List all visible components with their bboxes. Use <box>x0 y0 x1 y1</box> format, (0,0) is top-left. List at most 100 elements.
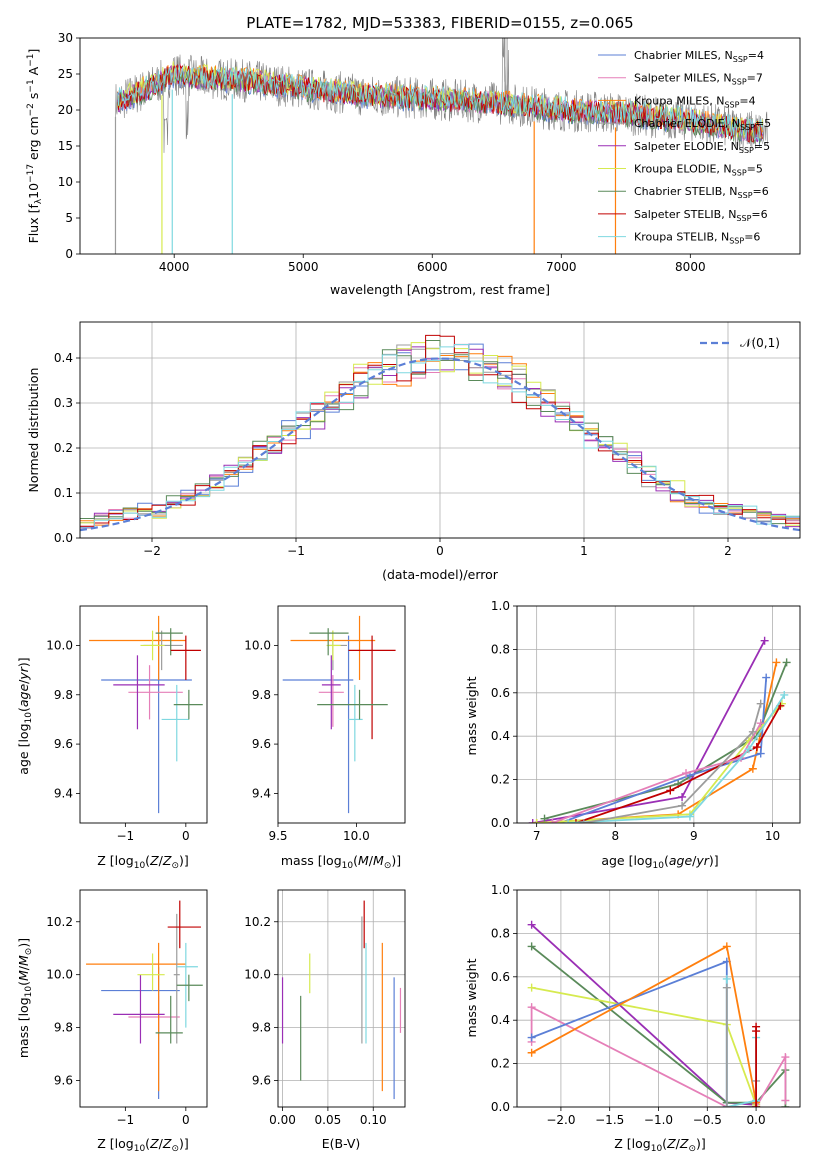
residual-histograms: −2 −1 0 1 2 0.0 0.1 0.2 0.3 0.4 <box>54 321 801 558</box>
y-tick-label: 5 <box>65 211 73 225</box>
y-tick-label: 10.0 <box>244 968 271 982</box>
y-tick-label: 0.4 <box>54 351 73 365</box>
errorbar-point <box>140 630 165 661</box>
massweight-metallicity-lines: −2.0 −1.5 −1.0 −0.5 0.0 0.0 0.2 0.4 0.6 0.8 1.0 <box>491 883 801 1127</box>
x-tick-label: 10 <box>765 829 780 843</box>
series-marker <box>756 699 765 708</box>
mass-vs-ebv-panel: 0.00 0.05 0.10 9.6 9.8 10.0 10.2 <box>244 889 406 1127</box>
y-tick-label: 0.4 <box>491 729 510 743</box>
x-tick-label: 4000 <box>159 260 190 274</box>
series-marker <box>780 690 789 699</box>
mass-weight-series <box>752 1022 761 1107</box>
p4-xlabel: mass [log10(M/M⊙)] <box>281 853 401 871</box>
errorbar-point <box>176 974 203 1002</box>
normal-curve <box>80 357 800 532</box>
series-marker <box>744 745 753 754</box>
mass-weight-vs-age-panel: 7 8 9 10 0.0 0.2 0.4 0.6 0.8 1.0 <box>491 599 801 843</box>
y-tick-label: 10.0 <box>46 638 73 652</box>
errorbar-point <box>113 655 165 730</box>
y-tick-label: 9.6 <box>54 737 73 751</box>
y-tick-label: 9.8 <box>54 1021 73 1035</box>
errorbar-point <box>155 995 183 1044</box>
series-marker <box>722 942 731 951</box>
y-tick-label: 10.2 <box>244 915 271 929</box>
errorbar-point <box>348 684 363 762</box>
y-tick-label: 9.4 <box>54 786 73 800</box>
errorbar-point <box>89 615 186 680</box>
spectrum-lines: 4000 5000 6000 7000 8000 0 5 10 15 20 25 30 <box>58 31 801 274</box>
x-tick-label: 10.0 <box>343 829 370 843</box>
x-tick-label: −1.5 <box>595 1113 624 1127</box>
axes-frame <box>277 605 406 824</box>
y-tick-label: 9.8 <box>252 1021 271 1035</box>
histogram-xlabel: (data-model)/error <box>382 567 499 582</box>
series-marker <box>579 819 588 823</box>
series-marker <box>527 942 536 951</box>
mass-weight-series <box>579 699 765 823</box>
legend-label: Chabrier MILES, NSSP=4 <box>634 49 764 64</box>
p8-ylabel: mass weight <box>464 958 479 1037</box>
plot-area <box>114 38 768 254</box>
series-marker <box>682 769 691 778</box>
series-marker <box>564 819 573 823</box>
x-tick-label: −1 <box>117 1113 135 1127</box>
series-line <box>559 677 768 823</box>
plot-area <box>281 900 402 1100</box>
mass-weight-series <box>564 690 789 823</box>
x-tick-label: 8000 <box>675 260 706 274</box>
series-line <box>552 722 762 823</box>
series-marker <box>678 792 687 801</box>
y-tick-label: 0.0 <box>491 1100 510 1114</box>
massweight-age-lines: 7 8 9 10 0.0 0.2 0.4 0.6 0.8 1.0 <box>491 599 801 843</box>
axes-frame <box>277 889 406 1108</box>
p5-ylabel: mass weight <box>464 676 479 755</box>
errorbar-point <box>282 635 354 814</box>
series-marker <box>527 1048 536 1057</box>
mass-weight-vs-metallicity-panel: −2.0 −1.5 −1.0 −0.5 0.0 0.0 0.2 0.4 0.6 0.8 1.0 <box>491 883 801 1127</box>
y-tick-label: 10.0 <box>244 638 271 652</box>
histogram-kroupa-stelib <box>80 344 800 538</box>
y-tick-label: 9.4 <box>252 786 271 800</box>
series-marker <box>532 819 541 823</box>
errorbar-point <box>321 655 341 730</box>
x-tick-label: 0.05 <box>315 1113 342 1127</box>
legend-label: Kroupa ELODIE, NSSP=5 <box>634 163 763 178</box>
axes-frame <box>516 605 801 824</box>
y-tick-label: 0.4 <box>491 1013 510 1027</box>
series-marker <box>527 983 536 992</box>
p6-ylabel: mass [log10(M/M⊙)] <box>16 938 34 1058</box>
x-tick-label: 7000 <box>546 260 577 274</box>
plot-area <box>527 920 790 1107</box>
y-tick-label: 0.2 <box>54 441 73 455</box>
series-marker <box>756 719 765 728</box>
x-tick-label: 7 <box>533 829 541 843</box>
series-marker <box>527 1033 536 1042</box>
errorbar-point <box>173 689 203 720</box>
errorbar-point <box>317 689 388 720</box>
errorbar-point <box>309 628 349 656</box>
x-tick-label: 9 <box>690 829 698 843</box>
series-marker <box>748 727 757 736</box>
y-tick-label: 30 <box>58 31 73 45</box>
series-marker <box>678 801 687 810</box>
y-tick-label: 9.8 <box>54 688 73 702</box>
series-marker <box>752 743 761 752</box>
series-marker <box>722 1103 731 1107</box>
y-tick-label: 10.2 <box>46 915 73 929</box>
y-tick-label: 20 <box>58 103 73 117</box>
y-tick-label: 0.2 <box>491 1057 510 1071</box>
y-tick-label: 0.6 <box>491 970 510 984</box>
plot-area <box>86 900 203 1100</box>
errorbar-point <box>173 913 180 1044</box>
y-tick-label: 0.8 <box>491 926 510 940</box>
series-marker <box>685 812 694 821</box>
series-marker <box>762 673 771 682</box>
y-tick-label: 1.0 <box>491 599 510 613</box>
series-line <box>575 705 782 823</box>
legend-label: Chabrier ELODIE, NSSP=5 <box>634 117 771 132</box>
errorbar-point <box>113 974 165 1044</box>
x-tick-label: 0.0 <box>747 1113 766 1127</box>
y-tick-label: 0.8 <box>491 642 510 656</box>
p6-xlabel: Z [log10(Z/Z⊙)] <box>97 1136 189 1154</box>
